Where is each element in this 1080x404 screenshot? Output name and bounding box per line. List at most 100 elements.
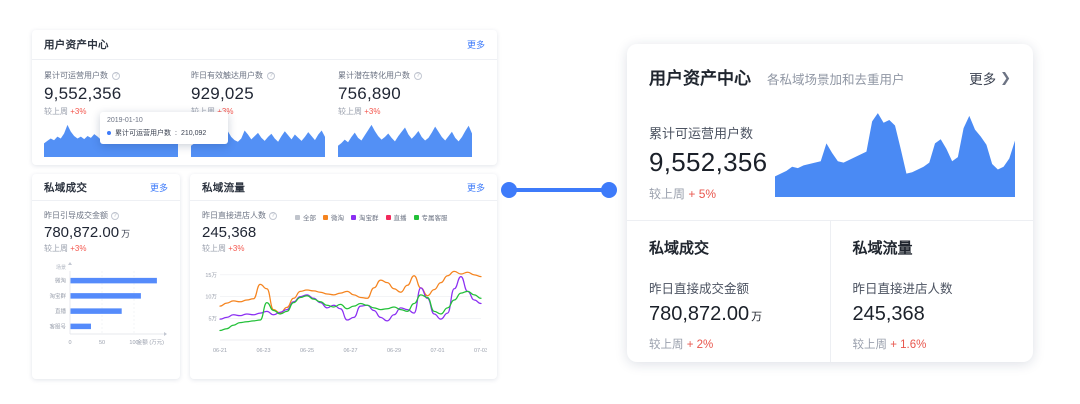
kpi-block: 昨日直接进店人数 ? 245,368 较上周 +3% [202,210,277,254]
divider [627,220,1033,221]
bar-chart-private-domain-deal-by-scene: 场景 0 50 100 金额 (万元) 微淘 淘宝群 直播 客服号 [32,254,180,357]
legend-swatch-icon [323,214,328,220]
card-title: 私域成交 [44,181,88,194]
card-header: 私域流量 更多 [190,174,497,201]
mobile-kpi-row: 累计可运营用户数 9,552,356 较上周 + 5% [649,99,1016,202]
metric-value: 929,025 [191,84,254,103]
mobile-more-button[interactable]: 更多 ❯ [969,68,1011,88]
svg-text:06-25: 06-25 [300,348,314,354]
svg-text:100: 100 [129,340,138,346]
kpi-label: 昨日引导成交金额 [44,211,108,220]
mobile-column-label: 昨日直接进店人数 [852,282,953,296]
card-header: 用户资产中心 更多 [32,30,497,60]
metric-delta: 较上周 +3% [338,106,485,117]
metric-delta-value: +3% [364,107,381,116]
metric-delta-prefix: 较上周 [44,107,68,116]
mobile-column-delta-value: + 1.6% [890,339,927,351]
kpi-label: 昨日直接进店人数 [202,211,266,220]
svg-text:07-01: 07-01 [430,348,444,354]
chevron-right-icon: ❯ [1000,70,1011,85]
sparkline-reached-users [191,119,338,162]
private-domain-deal-card: 私域成交 更多 昨日引导成交金额 ? 780,872.00 万 较上周 +3% 场… [32,174,180,379]
metric-label: 昨日有效触达用户数 [191,71,263,80]
svg-text:06-29: 06-29 [387,348,401,354]
metric-delta: 较上周 +3% [191,106,338,117]
metric-label: 累计可运营用户数 [44,71,108,80]
svg-text:50: 50 [99,340,105,346]
mobile-column-title: 私域流量 [852,240,913,257]
mobile-kpi-delta-prefix: 较上周 [649,187,686,201]
svg-text:5万: 5万 [208,315,217,322]
legend-item[interactable]: 全部 [295,212,316,222]
legend-label: 全部 [303,215,316,222]
metric-label-wrap: 累计潜在转化用户数 ? [338,70,485,81]
svg-text:金额 (万元): 金额 (万元) [137,338,164,346]
mobile-kpi-value: 9,552,356 [649,147,768,177]
question-circle-icon[interactable]: ? [267,71,275,80]
more-link[interactable]: 更多 [149,182,168,193]
kpi-value: 245,368 [202,224,257,241]
metrics-row: 累计可运营用户数 ? 9,552,356 较上周 +3% 昨日有效触达用户数 [32,60,497,162]
mobile-column-value-wrap: 780,872.00 万 [649,303,808,326]
legend-item[interactable]: 微淘 [323,212,344,222]
mobile-columns: 私域成交 昨日直接成交金额 780,872.00 万 较上周 + 2% 私域流量 … [627,221,1033,362]
mobile-column-value: 780,872.00 [649,303,750,325]
tooltip-date: 2019-01-10 [107,117,143,124]
legend-item[interactable]: 直播 [385,212,407,222]
private-domain-traffic-card: 私域流量 更多 昨日直接进店人数 ? 245,368 较上周 +3% 全部 微淘 淘… [190,174,497,379]
legend-item[interactable]: 淘宝群 [351,212,379,222]
kpi-delta-value: +3% [228,244,245,253]
kpi-label-wrap: 昨日直接进店人数 ? [202,210,277,221]
mobile-column-unit: 万 [751,311,763,323]
metric-value: 9,552,356 [44,84,122,103]
chart-tooltip: 2019-01-10 累计可运营用户数 : 210,092 [100,112,228,144]
chart-legend: 全部 微淘 淘宝群 直播 专属客服 [295,212,448,222]
metric-value: 756,890 [338,84,401,103]
mobile-kpi-delta: 较上周 + 5% [649,185,767,202]
svg-text:06-21: 06-21 [213,348,227,354]
tooltip-value: 210,092 [180,129,207,137]
card-header: 私域成交 更多 [32,174,180,201]
metric-label-wrap: 累计可运营用户数 ? [44,70,191,81]
legend-label: 微淘 [331,215,344,222]
metric-delta: 较上周 +3% [44,106,191,117]
mobile-column-label: 昨日直接成交金额 [649,282,750,296]
legend-label: 淘宝群 [359,215,379,222]
question-circle-icon[interactable]: ? [414,71,422,80]
sparkline-potential-conversion-users [338,119,485,162]
metric-delta-prefix: 较上周 [191,107,215,116]
series-dot-icon [107,131,111,135]
card-title: 私域流量 [202,181,246,194]
metric-potential-conversion-users: 累计潜在转化用户数 ? 756,890 较上周 +3% [338,70,485,162]
mobile-area-chart [775,99,1016,202]
question-circle-icon[interactable]: ? [269,211,277,220]
more-link[interactable]: 更多 [466,40,485,50]
metric-delta-value: +3% [70,107,87,116]
svg-text:淘宝群: 淘宝群 [49,292,66,300]
mobile-column-value-wrap: 245,368 [853,303,1012,326]
question-circle-icon[interactable]: ? [112,71,120,80]
kpi-label-wrap: 昨日引导成交金额 ? [44,210,168,221]
svg-text:直播: 直播 [55,307,67,315]
question-circle-icon[interactable]: ? [111,211,119,220]
svg-text:微淘: 微淘 [55,277,67,285]
mobile-column-private-domain-deal[interactable]: 私域成交 昨日直接成交金额 780,872.00 万 较上周 + 2% [627,221,830,362]
legend-item[interactable]: 专属客服 [413,212,448,222]
metric-delta-value: +3% [217,107,233,116]
svg-text:0: 0 [68,340,71,346]
mobile-kpi-delta-value: + 5% [688,187,717,201]
mobile-column-value: 245,368 [852,303,925,325]
mobile-column-private-domain-traffic[interactable]: 私域流量 昨日直接进店人数 245,368 较上周 + 1.6% [829,221,1034,362]
kpi-value: 780,872.00 [44,224,120,241]
svg-text:客服号: 客服号 [49,322,66,330]
mobile-top-section: 用户资产中心 各私域场景加和去重用户 更多 ❯ 累计可运营用户数 9,552,3… [627,44,1033,202]
legend-label: 直播 [393,215,407,222]
kpi-value-wrap: 780,872.00 万 [44,224,168,241]
more-link[interactable]: 更多 [466,182,485,193]
metric-reached-users: 昨日有效触达用户数 ? 929,025 较上周 +3% [191,70,338,162]
kpi-block: 昨日引导成交金额 ? 780,872.00 万 较上周 +3% [32,201,180,254]
kpi-delta-value: +3% [70,244,87,253]
tooltip-separator: : [175,129,177,137]
kpi-delta-prefix: 较上周 [44,244,68,253]
